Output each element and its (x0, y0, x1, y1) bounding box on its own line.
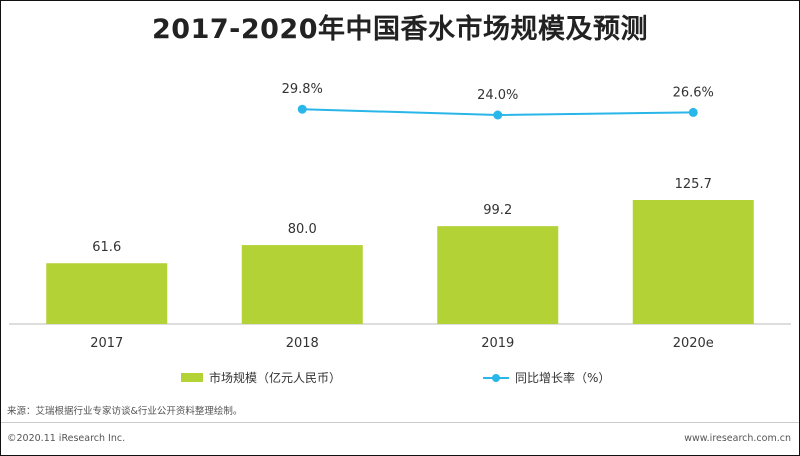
line-label-2019: 24.0% (477, 88, 518, 103)
chart-title: 2017-2020年中国香水市场规模及预测 (152, 14, 648, 45)
x-tick-2017: 2017 (90, 336, 123, 351)
bar-label-2019: 99.2 (483, 203, 512, 218)
line-point-2020e (688, 107, 698, 117)
source-note: 来源：艾瑞根据行业专家访谈&行业公开资料整理绘制。 (7, 406, 243, 417)
x-tick-2020e: 2020e (673, 336, 714, 351)
line-label-2020e: 26.6% (673, 85, 714, 100)
bar-2019 (437, 226, 559, 324)
chart-canvas: 61.6 2017 80.0 2018 99.2 2019 125.7 2020e 29.8% 2… (9, 82, 791, 351)
legend-item-bar: 市场规模（亿元人民币） (181, 369, 341, 386)
x-tick-2019: 2019 (481, 336, 514, 351)
line-point-2019 (493, 110, 503, 120)
legend-item-line: 同比增长率（%） (483, 369, 610, 386)
website-text: www.iresearch.com.cn (684, 433, 791, 444)
legend-bar-swatch (181, 373, 203, 382)
footer-divider (1, 422, 799, 423)
x-tick-2018: 2018 (286, 336, 319, 351)
legend-line-swatch (483, 373, 509, 383)
bar-label-2020e: 125.7 (675, 177, 712, 192)
line-point-2018 (297, 104, 307, 114)
bar-2017 (46, 263, 168, 324)
line-label-2018: 29.8% (282, 82, 323, 97)
bar-2018 (241, 245, 363, 324)
legend-line-label: 同比增长率（%） (515, 371, 611, 385)
bar-2020e (632, 200, 754, 324)
bar-label-2018: 80.0 (288, 222, 317, 237)
legend-bar-label: 市场规模（亿元人民币） (209, 371, 342, 385)
copyright-text: ©2020.11 iResearch Inc. (7, 433, 126, 444)
bar-label-2017: 61.6 (92, 240, 121, 255)
